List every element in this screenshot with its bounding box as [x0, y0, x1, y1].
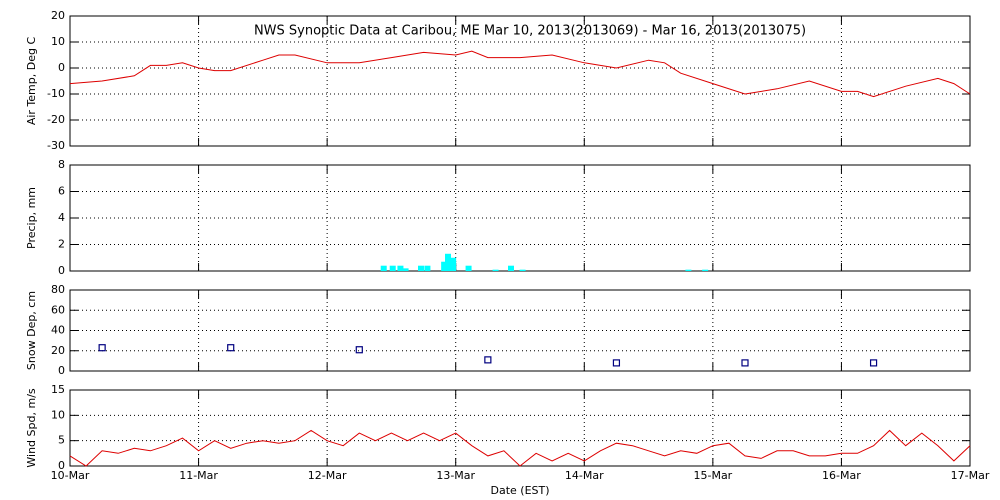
y-axis-label: Snow Dep, cm — [25, 291, 38, 370]
point — [484, 356, 492, 364]
y-tick-label: -10 — [47, 87, 65, 100]
x-tick-label: 14-Mar — [565, 469, 604, 482]
point — [741, 359, 749, 367]
y-tick-label: 10 — [51, 408, 65, 421]
y-tick-label: 5 — [58, 434, 65, 447]
point — [355, 346, 363, 354]
y-tick-label: 2 — [58, 238, 65, 251]
point — [869, 359, 878, 367]
plot-frame — [69, 289, 971, 372]
x-tick-label: 15-Mar — [693, 469, 732, 482]
bar — [424, 265, 431, 271]
y-tick-label: -20 — [47, 113, 65, 126]
bar — [508, 265, 514, 271]
bar — [389, 265, 396, 271]
data-line — [69, 429, 971, 467]
data-line — [69, 50, 971, 98]
bar — [445, 253, 451, 271]
y-tick-label: 4 — [58, 211, 65, 224]
bar — [465, 265, 472, 271]
y-tick-label: 40 — [51, 324, 65, 337]
x-axis-label: Date (EST) — [490, 484, 549, 497]
bar — [441, 261, 448, 271]
y-tick-label: 0 — [58, 264, 65, 277]
bar — [397, 265, 404, 271]
bar — [418, 265, 424, 271]
bar — [519, 269, 526, 271]
y-tick-label: 20 — [51, 9, 65, 22]
y-tick-label: 0 — [58, 61, 65, 74]
x-tick-label: 10-Mar — [51, 469, 90, 482]
y-axis-label: Air Temp, Deg C — [25, 37, 38, 126]
y-axis-label: Wind Spd, m/s — [25, 388, 38, 468]
bar — [702, 269, 709, 271]
x-tick-label: 16-Mar — [822, 469, 861, 482]
y-tick-label: 8 — [58, 158, 65, 171]
y-tick-label: 0 — [58, 364, 65, 377]
point — [612, 359, 621, 367]
bar — [380, 265, 387, 271]
plot-frame — [69, 15, 971, 147]
bar — [450, 257, 457, 271]
x-tick-label: 17-Mar — [951, 469, 990, 482]
x-tick-label: 13-Mar — [436, 469, 475, 482]
y-tick-label: 0 — [58, 459, 65, 472]
y-axis-label: Precip, mm — [25, 187, 38, 249]
y-tick-label: 10 — [51, 35, 65, 48]
y-tick-label: 60 — [51, 303, 65, 316]
bar — [685, 269, 692, 271]
y-tick-label: 15 — [51, 383, 65, 396]
y-tick-label: 6 — [58, 185, 65, 198]
bar — [402, 268, 409, 271]
bar — [492, 269, 499, 271]
x-tick-label: 11-Mar — [179, 469, 218, 482]
chart-title: NWS Synoptic Data at Caribou, ME Mar 10,… — [254, 24, 806, 39]
y-tick-label: 80 — [51, 283, 65, 296]
x-tick-label: 12-Mar — [308, 469, 347, 482]
y-tick-label: 20 — [51, 344, 65, 357]
point — [98, 344, 106, 352]
point — [227, 344, 235, 352]
y-tick-label: -30 — [47, 139, 65, 152]
